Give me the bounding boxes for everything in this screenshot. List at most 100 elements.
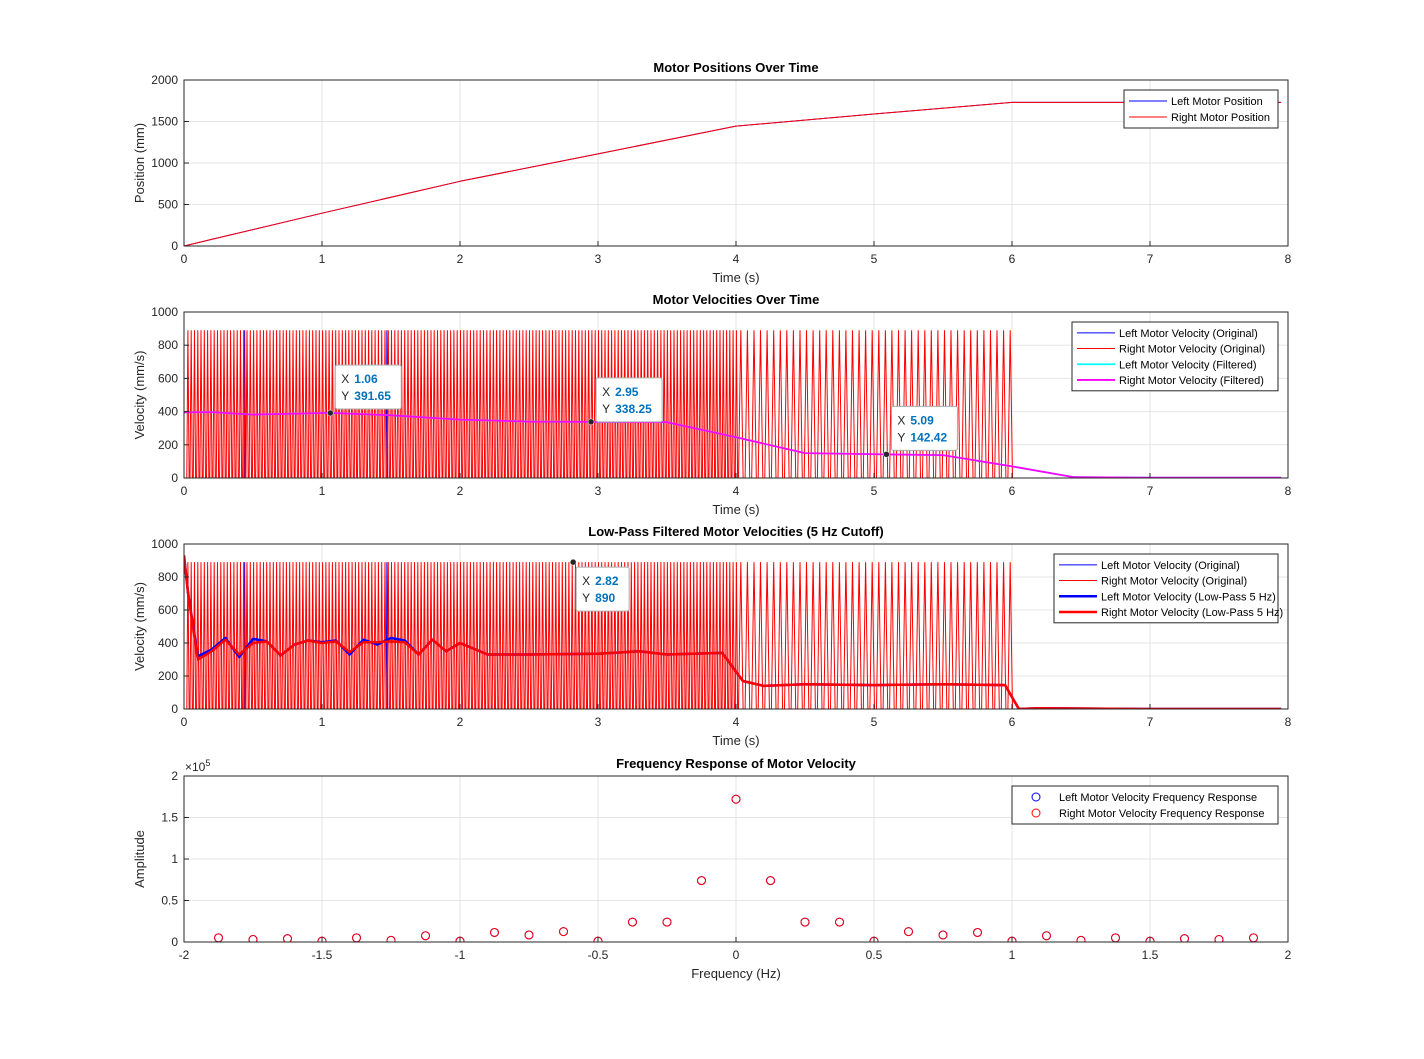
legend-label: Right Motor Velocity (Original) bbox=[1101, 576, 1247, 588]
data-tip-x-label: X bbox=[582, 574, 590, 588]
legend-label: Left Motor Velocity (Original) bbox=[1101, 560, 1240, 572]
data-tip-y: Y 391.65 bbox=[341, 389, 391, 403]
data-point bbox=[662, 917, 672, 927]
y-tick-label: 1000 bbox=[151, 156, 178, 170]
x-tick-label: 3 bbox=[595, 715, 602, 729]
data-tip: X 1.06 Y 391.65 bbox=[327, 364, 402, 417]
data-layer bbox=[184, 330, 1282, 478]
x-tick-label: 7 bbox=[1147, 715, 1154, 729]
chart-title: Motor Positions Over Time bbox=[653, 60, 818, 75]
data-tip-y: Y 142.42 bbox=[897, 430, 947, 444]
y-tick-label: 1 bbox=[171, 852, 178, 866]
series-line-4 bbox=[184, 411, 1282, 478]
legend-label: Right Motor Velocity Frequency Response bbox=[1059, 808, 1264, 820]
x-tick-label: 2 bbox=[457, 252, 464, 266]
data-tip-y-value: 890 bbox=[595, 591, 615, 605]
data-tip-x-label: X bbox=[602, 385, 610, 399]
data-point bbox=[386, 935, 396, 942]
x-tick-label: 1 bbox=[1009, 948, 1016, 962]
y-tick-label: 2 bbox=[171, 769, 178, 783]
x-axis-label: Time (s) bbox=[712, 502, 759, 517]
y-tick-label: 200 bbox=[158, 438, 178, 452]
data-tip-x-label: X bbox=[341, 372, 349, 386]
y-tick-label: 400 bbox=[158, 636, 178, 650]
data-point bbox=[904, 927, 913, 937]
legend-label: Left Motor Velocity (Filtered) bbox=[1119, 359, 1257, 371]
data-tip-y-value: 338.25 bbox=[615, 402, 652, 416]
data-tip: X 5.09 Y 142.42 bbox=[883, 405, 958, 458]
legend: Left Motor Position Right Motor Position bbox=[1123, 89, 1279, 129]
y-tick-label: 2000 bbox=[151, 73, 178, 87]
data-tip-y-label: Y bbox=[602, 402, 610, 416]
x-axis-label: Frequency (Hz) bbox=[691, 966, 781, 981]
data-tip-box bbox=[334, 364, 402, 410]
x-tick-label: 5 bbox=[871, 252, 878, 266]
data-point bbox=[1076, 935, 1086, 942]
y-tick-label: 500 bbox=[158, 198, 178, 212]
y-tick-label: 1500 bbox=[151, 115, 178, 129]
legend-marker bbox=[1031, 792, 1041, 802]
x-tick-label: 1 bbox=[319, 715, 326, 729]
x-tick-label: 4 bbox=[733, 715, 740, 729]
legend-label: Right Motor Velocity (Filtered) bbox=[1119, 375, 1264, 387]
y-tick-label: 400 bbox=[158, 405, 178, 419]
y-tick-label: 200 bbox=[158, 669, 178, 683]
data-point bbox=[1180, 934, 1189, 942]
data-tip-y-label: Y bbox=[582, 591, 590, 605]
x-tick-label: -1.5 bbox=[312, 948, 333, 962]
legend: Left Motor Velocity (Original) Right Moto… bbox=[1053, 553, 1283, 624]
data-point bbox=[628, 917, 637, 927]
x-tick-label: 5 bbox=[871, 715, 878, 729]
data-point bbox=[766, 876, 775, 886]
data-point bbox=[1214, 935, 1224, 942]
data-layer bbox=[184, 555, 1282, 709]
data-tip-y-label: Y bbox=[341, 389, 349, 403]
legend-label: Left Motor Velocity (Low-Pass 5 Hz) bbox=[1101, 591, 1276, 603]
data-point bbox=[973, 927, 982, 937]
data-tip-x-value: 2.82 bbox=[595, 574, 619, 588]
x-tick-label: 2 bbox=[457, 484, 464, 498]
chart-title: Motor Velocities Over Time bbox=[653, 292, 820, 307]
data-point bbox=[421, 931, 430, 941]
data-point bbox=[524, 930, 534, 940]
x-tick-label: 8 bbox=[1285, 484, 1292, 498]
chart-title: Frequency Response of Motor Velocity bbox=[616, 756, 857, 771]
legend-label: Left Motor Velocity Frequency Response bbox=[1059, 792, 1257, 804]
data-tip-x: X 2.95 bbox=[602, 385, 639, 399]
legend-label: Left Motor Velocity (Original) bbox=[1119, 328, 1258, 340]
data-point bbox=[731, 794, 741, 804]
x-tick-label: 7 bbox=[1147, 484, 1154, 498]
chart-title: Low-Pass Filtered Motor Velocities (5 Hz… bbox=[588, 524, 883, 539]
y-tick-label: 0 bbox=[171, 702, 178, 716]
y-tick-label: 0.5 bbox=[161, 894, 178, 908]
legend-box bbox=[1011, 785, 1279, 825]
y-tick-label: 0 bbox=[171, 239, 178, 253]
data-tip-marker bbox=[587, 418, 595, 426]
data-tip-marker bbox=[569, 558, 577, 566]
y-tick-label: 800 bbox=[158, 570, 178, 584]
data-point bbox=[559, 927, 568, 937]
y-tick-label: 0 bbox=[171, 935, 178, 949]
data-tip-y-value: 142.42 bbox=[910, 430, 947, 444]
x-tick-label: 6 bbox=[1009, 252, 1016, 266]
x-tick-label: 1 bbox=[319, 484, 326, 498]
exponent-power: 5 bbox=[205, 758, 210, 768]
data-tip-marker bbox=[327, 409, 334, 417]
x-tick-label: -0.5 bbox=[588, 948, 609, 962]
data-tip: X 2.82 Y 890 bbox=[569, 558, 630, 612]
data-tip-x-value: 1.06 bbox=[354, 372, 378, 386]
data-tip-x: X 2.82 bbox=[582, 574, 619, 588]
x-tick-label: 4 bbox=[733, 484, 740, 498]
data-tip-y: Y 338.25 bbox=[602, 402, 652, 416]
legend-label: Left Motor Position bbox=[1171, 96, 1263, 108]
x-tick-label: 0 bbox=[181, 484, 188, 498]
data-tip-x: X 5.09 bbox=[897, 413, 934, 427]
x-tick-label: 0 bbox=[181, 252, 188, 266]
data-point bbox=[835, 917, 844, 927]
data-point bbox=[490, 927, 499, 937]
data-point bbox=[248, 935, 258, 942]
chart-panel-1: 0 1 2 3 4 5 6 7 8 0 500 1000 1500 2000 Motor Positions… bbox=[132, 60, 1292, 285]
data-layer bbox=[184, 101, 1282, 246]
data-tip-x-value: 2.95 bbox=[615, 385, 639, 399]
